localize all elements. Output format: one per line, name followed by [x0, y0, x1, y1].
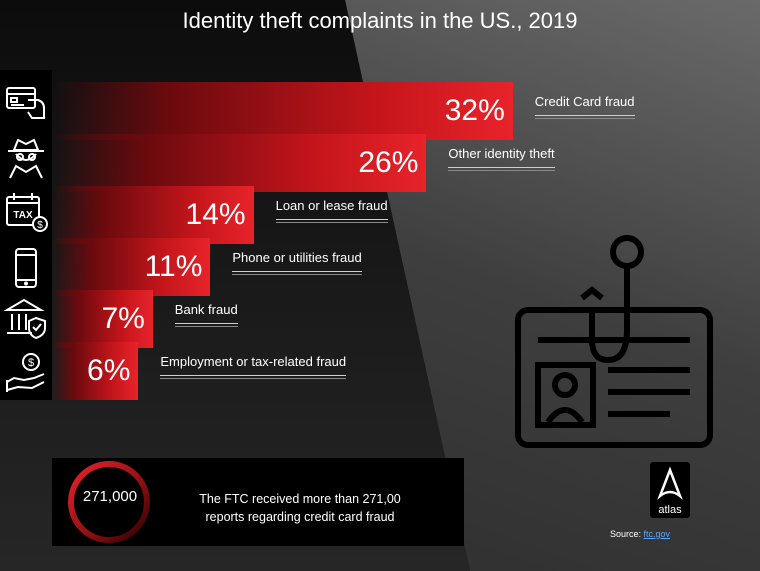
bank-icon	[4, 298, 46, 340]
summary-text-line1: The FTC received more than 271,00	[199, 492, 401, 506]
bar-3: 14%	[52, 186, 254, 244]
credit-card-icon	[6, 87, 45, 119]
phishing-id-card-icon	[515, 235, 713, 448]
icon-column: TAX $ $	[0, 70, 52, 400]
category-label: Employment or tax-related fraud	[160, 354, 347, 379]
summary-number: 271,000	[82, 488, 138, 505]
bar-6: 6%	[52, 342, 139, 400]
bar-5: 7%	[52, 290, 153, 348]
bar-value-label: 11%	[144, 250, 203, 283]
bar-value-label: 14%	[185, 198, 246, 231]
atlas-logo-mark	[657, 466, 683, 500]
atlas-logo-text: atlas	[658, 504, 682, 516]
svg-text:$: $	[28, 357, 34, 369]
summary-ring	[68, 461, 150, 543]
category-label: Loan or lease fraud	[275, 198, 388, 223]
bar-value-label: 6%	[87, 354, 131, 387]
category-label: Credit Card fraud	[534, 94, 635, 119]
spy-icon	[8, 138, 44, 179]
category-label: Other identity theft	[448, 146, 555, 171]
tax-calendar-icon: TAX $	[6, 193, 48, 232]
hand-dollar-icon: $	[6, 353, 45, 392]
source-note: Source: ftc.gov	[610, 529, 670, 539]
bar-value-label: 7%	[101, 302, 145, 335]
summary-text-line2: reports regarding credit card fraud	[205, 510, 395, 524]
chart-title: Identity theft complaints in the US., 20…	[182, 8, 578, 33]
summary-panel	[52, 458, 464, 546]
bar-value-label: 26%	[358, 146, 419, 179]
category-label: Phone or utilities fraud	[232, 250, 363, 275]
svg-text:TAX: TAX	[13, 210, 33, 221]
summary-text: The FTC received more than 271,00 report…	[170, 490, 430, 526]
bar-1: 32%	[52, 82, 513, 140]
atlas-logo	[650, 462, 690, 518]
source-link[interactable]: ftc.gov	[643, 529, 671, 539]
bar-2: 26%	[52, 134, 427, 192]
source-label: Source:	[610, 529, 642, 539]
bar-value-label: 32%	[444, 94, 505, 127]
category-label: Bank fraud	[174, 302, 238, 327]
bar-4: 11%	[52, 238, 211, 296]
smartphone-icon	[15, 248, 37, 288]
svg-text:$: $	[37, 220, 43, 231]
